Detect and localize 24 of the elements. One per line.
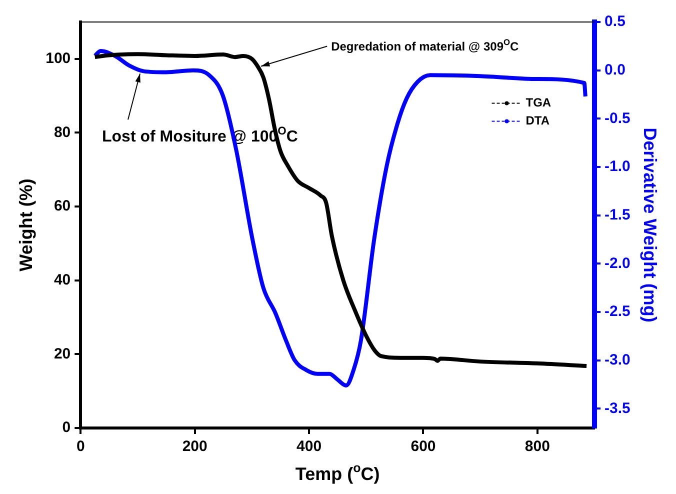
y2-tick-label: -1.5 [604, 206, 630, 224]
x-tick-label: 800 [524, 438, 550, 456]
x-tick-label: 400 [296, 438, 322, 456]
y-tick-label: 40 [54, 272, 71, 289]
y-tick-label: 80 [54, 124, 71, 141]
x-tick-label: 600 [410, 438, 436, 456]
y2-tick-label: -1.0 [604, 158, 630, 176]
y-tick-label: 0 [62, 419, 71, 436]
y-axis-title: Weight (%) [16, 178, 36, 272]
y-tick-label: 60 [54, 198, 71, 215]
y2-tick-label: -3.0 [604, 351, 630, 368]
y2-axis-title: Derivative Weight (mg) [640, 128, 660, 322]
y2-tick-label: -2.5 [604, 303, 630, 320]
y-tick-label: 20 [54, 345, 71, 362]
x-tick-label: 200 [182, 438, 208, 456]
y2-tick-label: 0.0 [604, 61, 626, 78]
legend-label: DTA [526, 114, 550, 128]
y2-tick-label: -2.0 [604, 254, 630, 272]
y-tick-label: 100 [46, 50, 71, 68]
y2-tick-label: -0.5 [604, 110, 630, 127]
x-tick-label: 0 [76, 438, 85, 456]
y2-tick-label: 0.5 [604, 13, 626, 30]
legend-label: TGA [526, 96, 552, 110]
y2-tick-label: -3.5 [604, 400, 630, 417]
